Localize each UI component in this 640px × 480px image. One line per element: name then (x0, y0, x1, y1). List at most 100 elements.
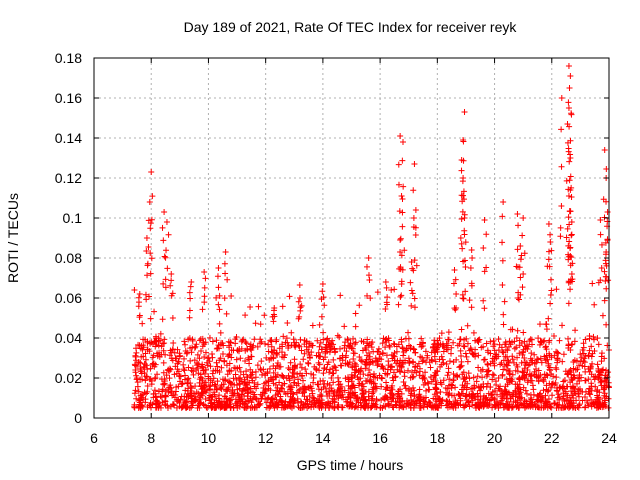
data-point (527, 395, 534, 402)
data-point (415, 360, 422, 367)
data-point (331, 349, 338, 356)
data-point (132, 387, 139, 394)
data-point (217, 329, 224, 336)
data-point (396, 399, 403, 406)
data-point (370, 370, 377, 377)
data-point (274, 384, 281, 391)
data-point (203, 404, 210, 411)
data-point (456, 340, 463, 347)
data-point (222, 249, 229, 255)
data-point (305, 348, 312, 355)
data-point (552, 364, 559, 371)
data-point (139, 346, 146, 353)
data-point (186, 314, 193, 321)
data-point (400, 183, 407, 190)
data-point (331, 388, 338, 395)
data-point (452, 384, 459, 391)
data-point (243, 368, 250, 375)
data-point (172, 392, 179, 399)
data-point (359, 390, 366, 397)
data-point (419, 340, 426, 347)
data-point (339, 391, 346, 398)
data-point (540, 338, 547, 345)
data-point (481, 268, 488, 275)
data-point (448, 381, 455, 388)
data-point (531, 368, 538, 375)
data-point (382, 403, 389, 410)
data-point (213, 294, 220, 301)
data-point (262, 379, 269, 386)
data-point (379, 375, 386, 382)
data-point (464, 322, 471, 329)
data-point (487, 383, 494, 390)
data-point (582, 353, 589, 360)
data-point (481, 401, 488, 408)
data-point (175, 358, 182, 365)
data-point (147, 270, 154, 277)
data-point (321, 302, 328, 309)
data-point (214, 367, 221, 374)
data-point (451, 305, 458, 312)
data-point (362, 396, 369, 403)
data-point (569, 376, 576, 383)
data-point (370, 384, 377, 391)
data-point (565, 193, 572, 199)
data-point (310, 371, 317, 378)
data-point (400, 352, 407, 359)
data-point (558, 163, 565, 170)
data-point (237, 368, 244, 375)
data-point (277, 363, 284, 370)
x-tick-label: 16 (372, 430, 388, 446)
data-point (298, 364, 305, 371)
data-point (271, 405, 278, 411)
data-point (400, 404, 407, 411)
data-point (358, 338, 365, 345)
data-point (520, 348, 527, 355)
data-point (498, 393, 505, 400)
data-point (160, 280, 167, 287)
data-point (397, 293, 404, 300)
data-point (290, 336, 297, 343)
data-point (206, 385, 213, 392)
data-point (434, 342, 441, 349)
data-point (166, 368, 173, 375)
data-point (431, 372, 438, 379)
data-point (146, 199, 153, 205)
data-point (434, 348, 441, 355)
data-point (142, 350, 149, 357)
data-point (215, 284, 222, 291)
data-point (585, 376, 592, 383)
data-point (418, 343, 425, 350)
data-point (137, 396, 144, 403)
data-point (384, 384, 391, 391)
data-point (460, 390, 467, 397)
data-point (564, 397, 571, 404)
data-point (605, 404, 612, 411)
y-tick-label: 0.02 (55, 370, 82, 386)
data-point (150, 390, 157, 397)
data-point (366, 277, 373, 284)
data-point (516, 264, 523, 271)
data-point (221, 357, 228, 364)
data-point (157, 404, 164, 411)
data-point (242, 387, 249, 394)
data-point (550, 373, 557, 380)
data-point (357, 375, 364, 382)
data-point (594, 386, 601, 393)
data-point (216, 306, 223, 313)
data-point (131, 286, 138, 293)
data-point (367, 376, 374, 383)
data-point (499, 213, 506, 220)
data-point (544, 388, 551, 395)
data-point (511, 345, 518, 352)
data-point (318, 404, 325, 411)
data-point (252, 374, 259, 381)
data-point (182, 341, 189, 348)
data-point (227, 339, 234, 346)
data-point (314, 381, 321, 388)
data-point (533, 359, 540, 366)
data-point (320, 336, 327, 343)
data-point (550, 333, 557, 340)
data-point (407, 401, 414, 408)
data-point (160, 359, 167, 366)
